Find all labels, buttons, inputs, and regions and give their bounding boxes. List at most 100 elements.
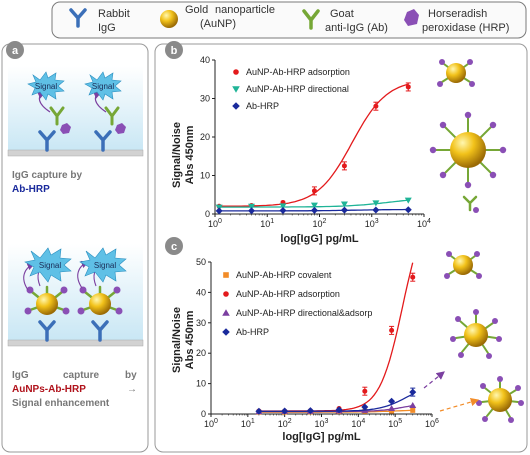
- chart-b-series-ab-hrp-point: [248, 207, 256, 215]
- chart-b-y-axis-label-line2: Abs 450nm: [184, 125, 196, 184]
- chart-c-y-tick-label: 40: [196, 287, 206, 297]
- panel-b-badge: [165, 41, 183, 59]
- chart-c-legend-marker-aunp-ab-hrp-covalent: [223, 272, 229, 278]
- chart-c-series-aunp-ab-hrp-adsorption-point: [389, 327, 395, 333]
- chart-b-y-tick-label: 10: [200, 171, 210, 181]
- panel-a-bottom-nanoparticles: [23, 260, 123, 342]
- chart-b-series-aunp-ab-hrp-adsorption-point: [405, 84, 411, 90]
- panel-a-badge: [6, 41, 24, 59]
- chart-b-series-aunp-ab-hrp-directional-point: [248, 203, 256, 210]
- chart-c-y-tick-label: 50: [196, 257, 206, 267]
- panel-a-label: a: [12, 45, 19, 57]
- chart-c-x-tick-label: 102: [278, 418, 292, 429]
- chart-b-series-aunp-ab-hrp-directional-point: [310, 202, 318, 209]
- chart-c-series-ab-hrp-point: [361, 403, 369, 411]
- panel-a-top-antibodies: [36, 91, 126, 152]
- chart-c-x-tick-exponent: 0: [214, 418, 218, 425]
- legend-aunp-line1: Gold: [185, 4, 208, 16]
- chart-c-y-axis-label-line2: Abs 450nm: [184, 310, 196, 369]
- chart-b-x-tick-exponent: 0: [218, 218, 222, 225]
- legend-rabbit-line2: IgG: [98, 22, 116, 34]
- chart-b-series-ab-hrp-point: [310, 206, 318, 214]
- chart-b-legend-marker-ab-hrp: [232, 102, 240, 110]
- legend-antibody-line2: anti-IgG (Ab): [325, 22, 388, 34]
- medium-nanoparticle-c: [450, 309, 502, 359]
- chart-b-x-tick-exponent: 2: [323, 218, 327, 225]
- goat-antibody-icon: [302, 9, 320, 30]
- chart-b-legend-marker-aunp-ab-hrp-directional: [232, 86, 240, 93]
- chart-c-series-ab-hrp-point: [281, 407, 289, 415]
- legend-bar: Rabbit IgG Gold nanoparticle (AuNP) Goat…: [51, 1, 527, 39]
- small-nanoparticle-b: [437, 59, 475, 87]
- panel-a-caption-word-by: by: [125, 370, 137, 381]
- chart-b-x-tick-label: 104: [417, 218, 431, 229]
- chart-b-x-tick-label: 102: [313, 218, 327, 229]
- chart-b-legend-marker-aunp-ab-hrp-adsorption: [233, 69, 239, 75]
- panel-a-bottom-signal-bursts: [24, 247, 127, 283]
- panel-a-caption-arrow: →: [127, 384, 137, 395]
- chart-b-x-tick-exponent: 1: [270, 218, 274, 225]
- chart-c-x-tick-label: 105: [388, 418, 402, 429]
- chart-c-x-axis-label: log[IgG] pg/mL: [282, 431, 360, 443]
- panel-a-bottom-signal-1: Signal: [39, 261, 61, 270]
- chart-b-series-aunp-ab-hrp-directional-point: [279, 203, 287, 210]
- chart-b-legend-label-aunp-ab-hrp-directional: AuNP-Ab-HRP directional: [246, 84, 349, 94]
- panel-a-top-signal-2: Signal: [92, 82, 114, 91]
- chart-c-y-tick-label: 0: [201, 409, 206, 419]
- chart-c-legend-label-aunp-ab-hrp-adsorption: AuNP-Ab-HRP adsorption: [236, 289, 340, 299]
- panel-a-bottom-surface: [7, 339, 144, 347]
- chart-b-x-axis-label: log[IgG] pg/mL: [280, 233, 358, 245]
- chart-c-x-tick-exponent: 3: [325, 418, 329, 425]
- chart-b-legend-label-aunp-ab-hrp-adsorption: AuNP-Ab-HRP adsorption: [246, 67, 350, 77]
- legend-rabbit-line1: Rabbit: [98, 8, 130, 20]
- chart-c-y-tick-label: 20: [196, 348, 206, 358]
- panel-a-top-surface: [7, 149, 144, 157]
- chart-b-x-tick-exponent: 3: [375, 218, 379, 225]
- chart-b-series-aunp-ab-hrp-adsorption-point: [373, 103, 379, 109]
- chart-c-y-axis-label: Signal/NoiseAbs 450nm: [171, 307, 196, 373]
- chart-c-series-ab-hrp-point: [255, 407, 263, 415]
- panel-bc-frame: [154, 43, 528, 453]
- chart-b-series-aunp-ab-hrp-directional-point: [404, 197, 412, 204]
- chart-c-series-ab-hrp-point: [306, 407, 314, 415]
- chart-c-x-tick-exponent: 1: [251, 418, 255, 425]
- chart-b-series-ab-hrp-point: [215, 207, 223, 215]
- legend-antibody-line1: Goat: [330, 8, 354, 20]
- chart-b-legend-label-ab-hrp: Ab-HRP: [246, 101, 279, 111]
- chart-b-series-aunp-ab-hrp-adsorption-point: [341, 163, 347, 169]
- panel-a-top-signal-bursts: [27, 71, 122, 101]
- panel-a-top-signal-1: Signal: [35, 82, 57, 91]
- panel-a-caption-word-capture: capture: [63, 370, 100, 381]
- hrp-icon: [404, 9, 419, 26]
- chart-c-legend-label-aunp-ab-hrp-directional-adsorp: AuNP-Ab-HRP directional&adsorp: [236, 308, 372, 318]
- chart-b-series-ab-hrp-point: [279, 207, 287, 215]
- chart-c-series-ab-hrp-point: [388, 397, 396, 405]
- panel-a-caption-top-line2: Ab-HRP: [12, 184, 50, 195]
- chart-b-series-aunp-ab-hrp-directional-point: [340, 201, 348, 208]
- chart-c-x-tick-exponent: 4: [361, 418, 365, 425]
- chart-c-x-tick-label: 103: [315, 418, 329, 429]
- chart-c-x-tick-label: 104: [351, 418, 365, 429]
- legend-hrp-line1: Horseradish: [428, 8, 487, 20]
- chart-c-x-tick-label: 106: [425, 418, 439, 429]
- chart-c-legend-label-aunp-ab-hrp-covalent: AuNP-Ab-HRP covalent: [236, 270, 332, 280]
- chart-b-y-axis-label-line1: Signal/Noise: [171, 122, 183, 188]
- aunp-icon: [160, 10, 178, 28]
- panel-a-caption-enhancement: Signal enhancement: [12, 398, 110, 409]
- legend-aunp-line2: nanoparticle: [215, 4, 275, 16]
- chart-b-x-tick-label: 103: [365, 218, 379, 229]
- chart-b-y-tick-label: 30: [200, 94, 210, 104]
- chart-c-y-tick-label: 10: [196, 379, 206, 389]
- panel-c-badge: [165, 237, 183, 255]
- panel-a-top-scene: [8, 66, 143, 154]
- legend-aunp-line3: (AuNP): [200, 18, 236, 30]
- chart-b-y-tick-label: 40: [200, 55, 210, 65]
- chart-c-series-ab-hrp-point: [335, 406, 343, 414]
- chart-c-x-tick-label: 100: [204, 418, 218, 429]
- chart-c-series-ab-hrp-point: [409, 388, 417, 396]
- panel-a-bottom-signal-2: Signal: [94, 261, 116, 270]
- chart-c-series-aunp-ab-hrp-directional-adsorp-point: [409, 401, 417, 408]
- chart-c-series-aunp-ab-hrp-covalent-point: [410, 407, 416, 413]
